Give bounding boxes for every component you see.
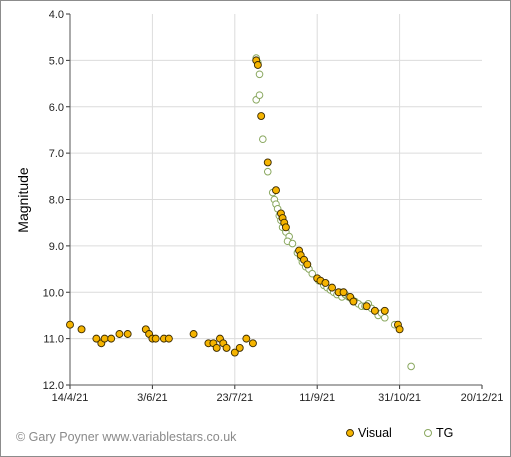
x-tick-label: 20/12/21 xyxy=(461,392,504,404)
visual-point xyxy=(272,186,280,195)
x-tick-label: 31/10/21 xyxy=(378,392,421,404)
y-tick-labels: 4.0 5.0 6.0 7.0 8.0 9.0 10.0 11.0 12.0 xyxy=(43,9,64,392)
visual-point xyxy=(235,343,244,352)
visual-point xyxy=(281,223,290,232)
visual-point xyxy=(248,339,257,348)
legend-marker-visual xyxy=(346,429,354,437)
visual-point xyxy=(242,334,251,343)
visual-point xyxy=(380,306,389,315)
tg-point xyxy=(308,269,317,278)
visual-point xyxy=(303,260,312,269)
y-tick-label: 12.0 xyxy=(43,380,64,392)
visual-point xyxy=(253,61,262,69)
legend: Visual TG xyxy=(346,426,453,440)
visual-point xyxy=(349,297,358,306)
visual-point xyxy=(164,334,173,343)
visual-point xyxy=(100,334,109,343)
tg-point xyxy=(380,313,389,322)
y-tick-label: 11.0 xyxy=(43,334,64,346)
visual-point xyxy=(362,302,371,311)
y-tick-label: 8.0 xyxy=(49,195,64,207)
visual-point xyxy=(339,288,348,297)
visual-point xyxy=(370,306,379,315)
legend-marker-tg xyxy=(424,429,432,437)
tg-point xyxy=(255,91,264,99)
y-tick-label: 7.0 xyxy=(49,148,64,160)
y-tick-label: 10.0 xyxy=(43,287,64,299)
legend-label-tg: TG xyxy=(436,426,453,440)
legend-label-visual: Visual xyxy=(358,426,392,440)
tg-point xyxy=(259,135,267,144)
tg-point xyxy=(407,362,415,371)
tg-point xyxy=(263,167,272,176)
visual-point xyxy=(151,334,160,343)
x-tick-label: 23/7/21 xyxy=(216,392,253,404)
visual-point xyxy=(77,325,86,334)
y-tick-label: 6.0 xyxy=(49,102,64,114)
x-tick-label: 3/6/21 xyxy=(137,392,168,404)
x-tick-label: 11/9/21 xyxy=(299,392,335,404)
axes xyxy=(66,13,483,389)
y-tick-label: 4.0 xyxy=(49,9,64,21)
visual-point xyxy=(212,343,221,352)
credit-text: © Gary Poyner www.variablestars.co.uk xyxy=(16,430,237,444)
y-tick-label: 9.0 xyxy=(49,241,64,253)
visual-point xyxy=(222,343,231,352)
tg-point xyxy=(288,239,297,248)
visual-point xyxy=(107,334,116,343)
visual-point xyxy=(230,348,239,357)
visual-point xyxy=(66,320,74,329)
tg-point xyxy=(255,70,264,79)
visual-point xyxy=(321,279,330,287)
visual-point xyxy=(115,330,124,338)
x-tick-label: 14/4/21 xyxy=(52,392,89,404)
visual-point xyxy=(328,283,336,292)
y-tick-label: 5.0 xyxy=(49,55,64,67)
visual-point xyxy=(263,158,272,167)
series-visual xyxy=(66,56,404,357)
x-tick-labels: 14/4/21 3/6/21 23/7/21 11/9/21 31/10/21 20/12… xyxy=(52,392,504,404)
visual-point xyxy=(92,334,101,343)
y-axis-label: Magnitude xyxy=(15,167,31,233)
visual-point xyxy=(189,330,198,338)
visual-point xyxy=(123,330,132,338)
visual-point xyxy=(395,325,404,334)
visual-point xyxy=(257,112,266,120)
